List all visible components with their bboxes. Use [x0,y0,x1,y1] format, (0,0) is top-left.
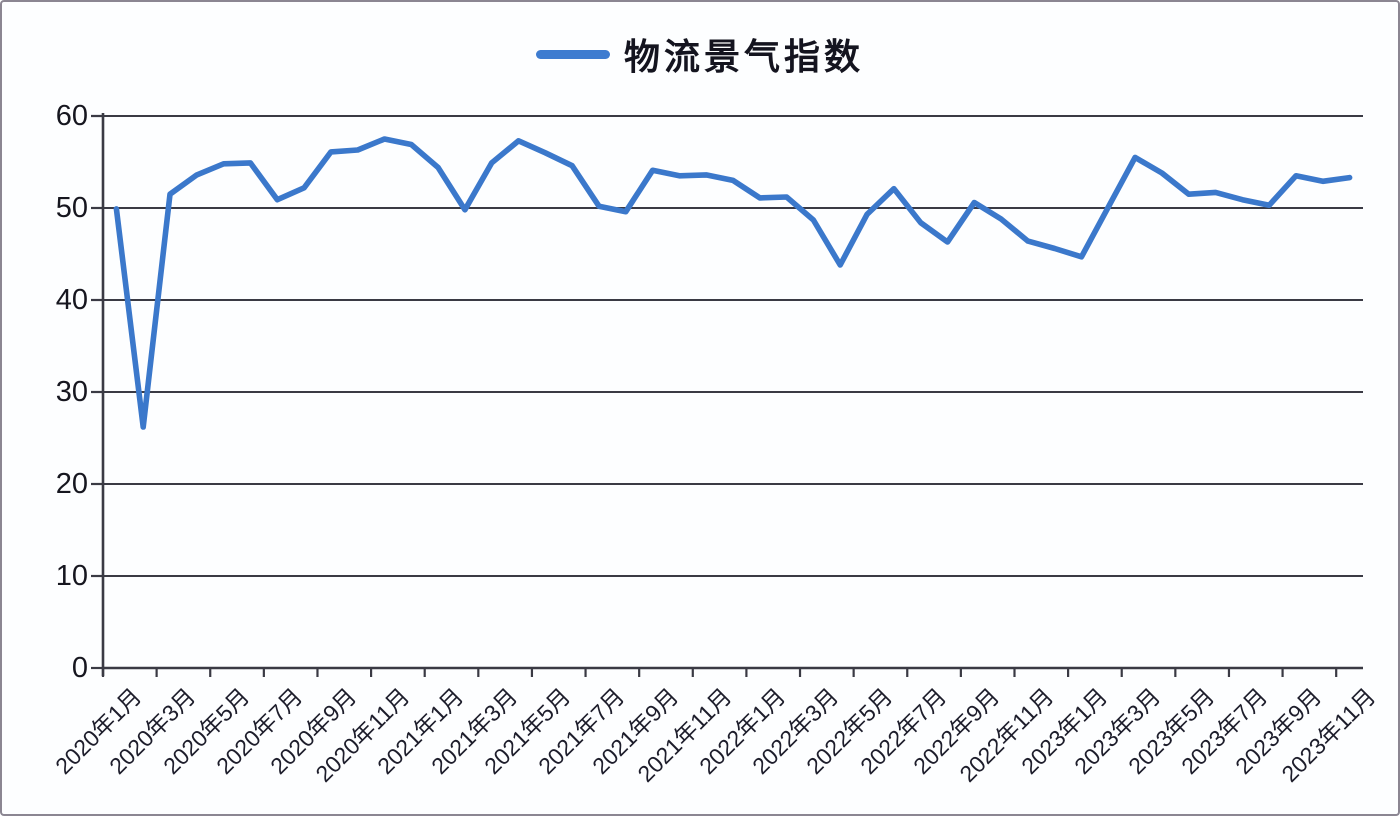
chart-legend: 物流景气指数 [2,28,1398,80]
legend-label: 物流景气指数 [623,37,864,77]
y-axis-label: 40 [55,284,88,316]
y-axis-label: 60 [55,100,88,132]
y-axis-label: 30 [55,376,88,408]
y-axis-label: 10 [55,560,88,592]
y-axis-label: 50 [55,192,88,224]
y-axis-label: 20 [55,468,88,500]
legend-line-swatch [535,49,610,59]
series-line [113,136,1353,430]
y-axis-label: 0 [71,652,88,684]
